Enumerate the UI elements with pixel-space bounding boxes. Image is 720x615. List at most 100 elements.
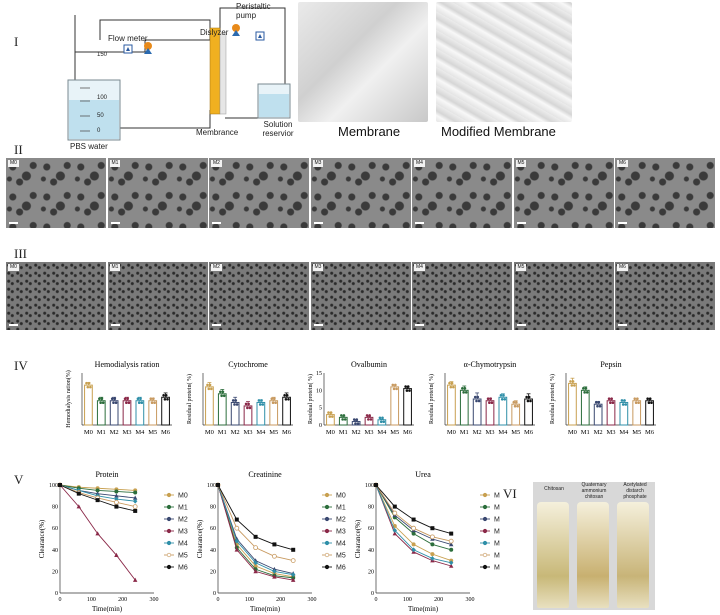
data-point — [610, 397, 613, 401]
y-tick-label: 0 — [371, 591, 374, 597]
data-point — [206, 383, 209, 387]
vial-label-quaternary: Quaternary ammonium chitosan — [581, 482, 607, 500]
marker — [392, 531, 397, 536]
bar-chart-2: Cytochrome Residual protein( %) M0 M1 M2 M3 M4… — [186, 360, 293, 436]
pump-label: Peristaltic pump — [236, 2, 271, 20]
legend-label-m6: M6 — [178, 565, 188, 572]
sem-section-m4: M4 — [412, 262, 512, 330]
marker — [234, 517, 239, 522]
data-point — [208, 383, 212, 387]
bar-m5 — [632, 400, 642, 426]
sem-surface-m4: M4 — [412, 158, 512, 228]
marker — [429, 534, 435, 540]
y-tick-label: 20 — [210, 569, 216, 575]
x-tick-label: M0 — [568, 429, 577, 436]
data-point — [110, 397, 114, 401]
legend-marker — [482, 516, 488, 522]
legend-label-m2: M2 — [494, 517, 500, 524]
vials-photo: Chitosan Quaternary ammonium chitosan Ac… — [533, 482, 655, 610]
data-point — [261, 403, 265, 406]
data-point — [512, 400, 516, 404]
scale-bar — [9, 324, 18, 326]
bar-m5 — [148, 400, 158, 426]
bar-chart-title: Pepsin — [600, 360, 621, 369]
line-chart-ylabel: Clearance(%) — [354, 519, 362, 558]
y-tick-label: 60 — [210, 526, 216, 532]
data-point — [220, 394, 223, 398]
marker — [76, 504, 81, 509]
scale-bar — [313, 324, 323, 326]
data-point — [355, 418, 359, 421]
marker — [95, 491, 100, 496]
panel-label-VI: VI — [503, 486, 517, 501]
legend-marker — [324, 516, 330, 522]
data-point — [647, 401, 651, 405]
marker — [291, 577, 296, 582]
bar-m6 — [524, 398, 533, 426]
marker — [449, 563, 454, 568]
x-tick-label: M0 — [326, 429, 335, 436]
data-point — [210, 387, 213, 391]
bar-m1 — [96, 400, 106, 426]
marker — [132, 504, 138, 509]
data-point — [527, 395, 531, 399]
marker — [374, 483, 378, 487]
data-point — [283, 393, 286, 397]
data-point — [287, 397, 290, 401]
x-tick-label: M3 — [122, 429, 131, 436]
data-point — [573, 384, 576, 387]
data-point — [231, 399, 235, 402]
data-point — [381, 416, 384, 420]
data-point — [650, 401, 653, 405]
scale-bar — [212, 324, 221, 326]
sem-label: M5 — [515, 264, 527, 271]
x-tick-label: 300 — [308, 597, 317, 603]
marker — [133, 490, 138, 495]
x-tick-label: 200 — [118, 597, 127, 603]
data-point — [597, 400, 601, 404]
legend-label-m1: M1 — [178, 505, 188, 512]
scale-bar — [618, 222, 627, 224]
data-point — [585, 391, 589, 394]
data-point — [125, 401, 128, 405]
legend-marker — [166, 552, 172, 558]
y-tick-label: 80 — [210, 505, 216, 511]
bar-m0 — [447, 384, 456, 426]
line-chart-title: Urea — [415, 470, 431, 479]
data-point — [140, 401, 144, 405]
legend-label-m3: M3 — [494, 529, 500, 536]
bar-m3 — [243, 405, 253, 426]
x-tick-label: M2 — [594, 429, 603, 436]
x-tick-label: M4 — [377, 429, 387, 436]
x-tick-label: M3 — [243, 429, 252, 436]
residual-bar-charts: Hemodialysis ration Hemodialysis ration(%… — [65, 360, 656, 436]
data-point — [526, 399, 530, 403]
data-point — [233, 403, 236, 406]
bar-chart-title: α-Chymotrypsin — [464, 360, 517, 369]
marker — [392, 510, 398, 516]
data-point — [464, 391, 468, 394]
x-tick-label: M5 — [511, 429, 520, 436]
data-point — [166, 397, 169, 401]
sem-label: M1 — [109, 264, 121, 271]
bar-chart-ylabel: Residual protein( %) — [428, 374, 435, 424]
data-point — [477, 399, 481, 403]
data-point — [114, 401, 118, 405]
data-point — [112, 401, 115, 405]
scale-bar — [313, 222, 323, 224]
data-point — [382, 420, 386, 424]
sem-label: M0 — [8, 160, 19, 167]
marker — [133, 577, 138, 582]
legend-label-m2: M2 — [178, 517, 188, 524]
data-point — [258, 403, 262, 406]
panel-label-III: III — [14, 246, 27, 261]
x-tick-label: M3 — [364, 429, 373, 436]
data-point — [365, 414, 369, 417]
membrane-caption: Membrane — [338, 124, 401, 139]
bar-m2 — [109, 400, 119, 426]
data-point — [331, 415, 334, 418]
bar-m2 — [230, 401, 240, 426]
scale-bar — [110, 324, 120, 326]
data-point — [488, 401, 491, 405]
sem-section-m1: M1 — [107, 262, 208, 330]
